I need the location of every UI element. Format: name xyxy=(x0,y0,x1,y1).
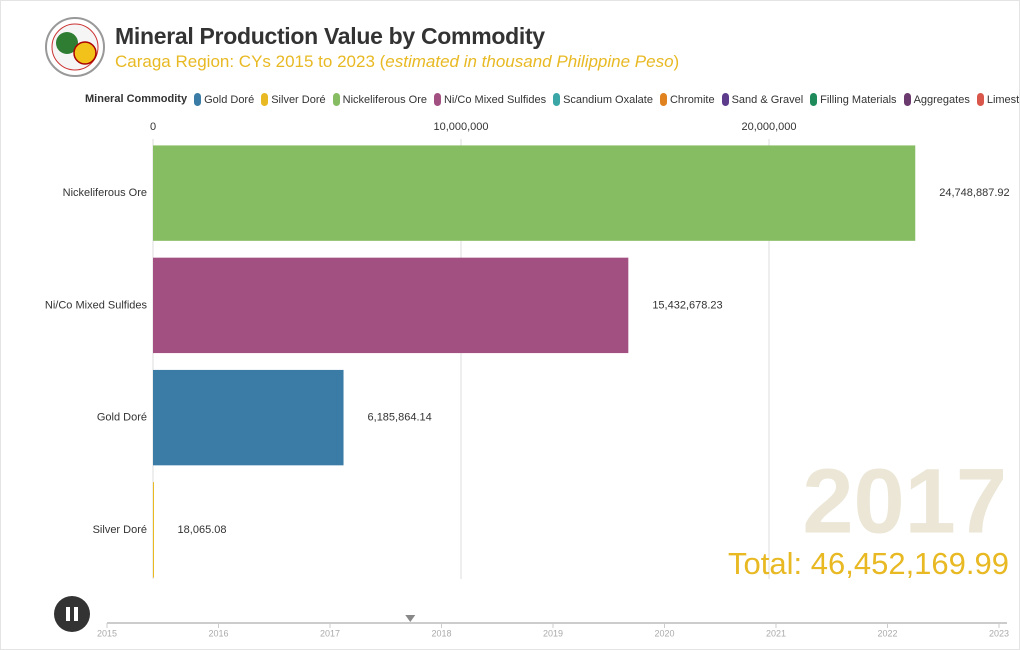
legend-swatch xyxy=(553,93,561,106)
timeline-label: 2022 xyxy=(877,628,897,638)
legend-swatch xyxy=(332,93,340,106)
legend-item[interactable]: Aggregates xyxy=(903,93,970,106)
timeline-label: 2020 xyxy=(654,628,674,638)
legend-label: Sand & Gravel xyxy=(731,93,804,106)
timeline-label: 2018 xyxy=(431,628,451,638)
legend-swatch xyxy=(659,93,667,106)
legend-label: Limestone xyxy=(986,93,1020,106)
category-label: Silver Doré xyxy=(93,524,147,536)
legend-swatch xyxy=(976,93,984,106)
timeline-label: 2021 xyxy=(766,628,786,638)
x-tick-label: 20,000,000 xyxy=(741,121,796,133)
legend-title: Mineral Commodity xyxy=(85,93,188,105)
legend-label: Gold Doré xyxy=(204,93,255,106)
legend-item[interactable]: Gold Doré xyxy=(194,93,254,106)
category-label: Ni/Co Mixed Sulfides xyxy=(45,299,148,311)
bar xyxy=(153,369,344,466)
legend-swatch xyxy=(433,93,441,106)
legend-label: Nickeliferous Ore xyxy=(342,93,427,106)
legend-swatch xyxy=(261,93,269,106)
year-label: 2017 xyxy=(802,450,1007,552)
legend-swatch xyxy=(194,93,202,106)
legend-label: Chromite xyxy=(669,93,715,106)
legend-item[interactable]: Scandium Oxalate xyxy=(553,93,653,106)
legend-swatch xyxy=(903,93,911,106)
timeline-label: 2017 xyxy=(320,628,340,638)
chart-title: Mineral Production Value by Commodity xyxy=(115,23,545,49)
bar xyxy=(153,482,154,578)
legend-item[interactable]: Silver Doré xyxy=(261,93,326,106)
legend-label: Aggregates xyxy=(913,93,970,106)
legend-swatch xyxy=(721,93,729,106)
legend-item[interactable]: Nickeliferous Ore xyxy=(332,93,427,106)
subtitle-part: Caraga Region: CYs 2015 to 2023 ( xyxy=(115,52,386,71)
timeline-label: 2019 xyxy=(543,628,563,638)
subtitle-part: estimated in thousand Philippine Peso xyxy=(385,52,674,71)
bar xyxy=(153,145,916,241)
value-label: 18,065.08 xyxy=(178,524,227,536)
legend-label: Filling Materials xyxy=(820,93,897,106)
chart-subtitle: Caraga Region: CYs 2015 to 2023 (estimat… xyxy=(115,52,679,72)
value-label: 15,432,678.23 xyxy=(652,299,722,311)
legend-label: Ni/Co Mixed Sulfides xyxy=(443,93,547,106)
timeline-handle xyxy=(405,615,416,622)
timeline-label: 2015 xyxy=(97,628,117,638)
bar xyxy=(153,257,629,354)
legend-item[interactable]: Limestone xyxy=(976,93,1020,106)
value-label: 24,748,887.92 xyxy=(939,187,1009,199)
legend: Mineral Commodity Gold Doré Silver Doré Nic… xyxy=(85,93,1020,106)
legend-item[interactable]: Sand & Gravel xyxy=(721,93,804,106)
legend-label: Scandium Oxalate xyxy=(563,93,653,106)
logo xyxy=(45,17,105,77)
legend-swatch xyxy=(810,93,818,106)
x-tick-label: 0 xyxy=(150,121,156,133)
timeline-label: 2023 xyxy=(989,628,1009,638)
legend-label: Silver Doré xyxy=(271,93,326,106)
category-label: Gold Doré xyxy=(97,412,147,424)
category-label: Nickeliferous Ore xyxy=(63,187,147,199)
x-tick-label: 10,000,000 xyxy=(433,121,488,133)
pause-button[interactable] xyxy=(54,596,90,632)
legend-item[interactable]: Filling Materials xyxy=(810,93,897,106)
legend-item[interactable]: Chromite xyxy=(659,93,715,106)
total-label: Total: 46,452,169.99 xyxy=(728,546,1009,581)
legend-item[interactable]: Ni/Co Mixed Sulfides xyxy=(433,93,547,106)
value-label: 6,185,864.14 xyxy=(368,412,432,424)
timeline-label: 2016 xyxy=(208,628,228,638)
subtitle-part: ) xyxy=(673,52,680,71)
